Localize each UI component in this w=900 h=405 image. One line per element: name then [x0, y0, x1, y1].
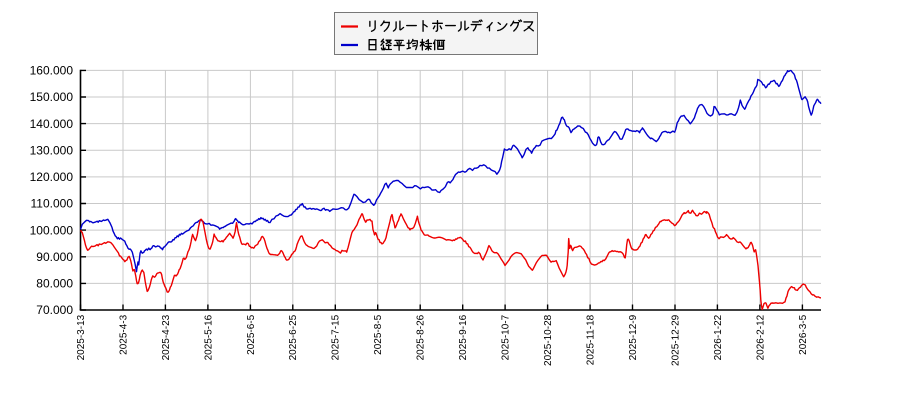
- svg-text:2025-5-16: 2025-5-16: [203, 314, 214, 360]
- svg-text:2025-12-29: 2025-12-29: [670, 314, 681, 366]
- svg-text:2026-1-22: 2026-1-22: [713, 314, 724, 360]
- svg-text:2025-7-15: 2025-7-15: [331, 314, 342, 360]
- svg-text:110.000: 110.000: [31, 197, 74, 211]
- svg-text:2025-8-26: 2025-8-26: [416, 314, 427, 360]
- svg-text:90.000: 90.000: [36, 250, 73, 264]
- svg-text:2025-12-9: 2025-12-9: [628, 314, 639, 360]
- svg-text:160.000: 160.000: [30, 64, 74, 78]
- svg-text:2025-4-23: 2025-4-23: [161, 314, 172, 360]
- svg-text:150.000: 150.000: [30, 90, 74, 104]
- svg-text:2025-8-5: 2025-8-5: [373, 314, 384, 354]
- svg-text:2025-10-7: 2025-10-7: [501, 314, 512, 360]
- svg-text:2025-9-16: 2025-9-16: [458, 314, 469, 360]
- svg-text:140.000: 140.000: [30, 117, 74, 131]
- svg-text:100.000: 100.000: [30, 223, 74, 237]
- svg-text:2025-6-5: 2025-6-5: [246, 314, 257, 354]
- svg-text:2026-3-5: 2026-3-5: [798, 314, 809, 354]
- svg-text:80.000: 80.000: [36, 277, 73, 291]
- svg-text:2025-11-18: 2025-11-18: [586, 314, 597, 365]
- svg-text:120.000: 120.000: [30, 170, 74, 184]
- svg-text:2026-2-12: 2026-2-12: [755, 314, 766, 360]
- svg-text:70.000: 70.000: [36, 303, 73, 317]
- svg-text:2025-6-25: 2025-6-25: [288, 314, 299, 360]
- svg-text:2025-10-28: 2025-10-28: [543, 314, 554, 366]
- svg-text:2025-3-13: 2025-3-13: [76, 314, 87, 360]
- svg-text:130.000: 130.000: [30, 144, 74, 158]
- svg-text:2025-4-3: 2025-4-3: [118, 314, 129, 354]
